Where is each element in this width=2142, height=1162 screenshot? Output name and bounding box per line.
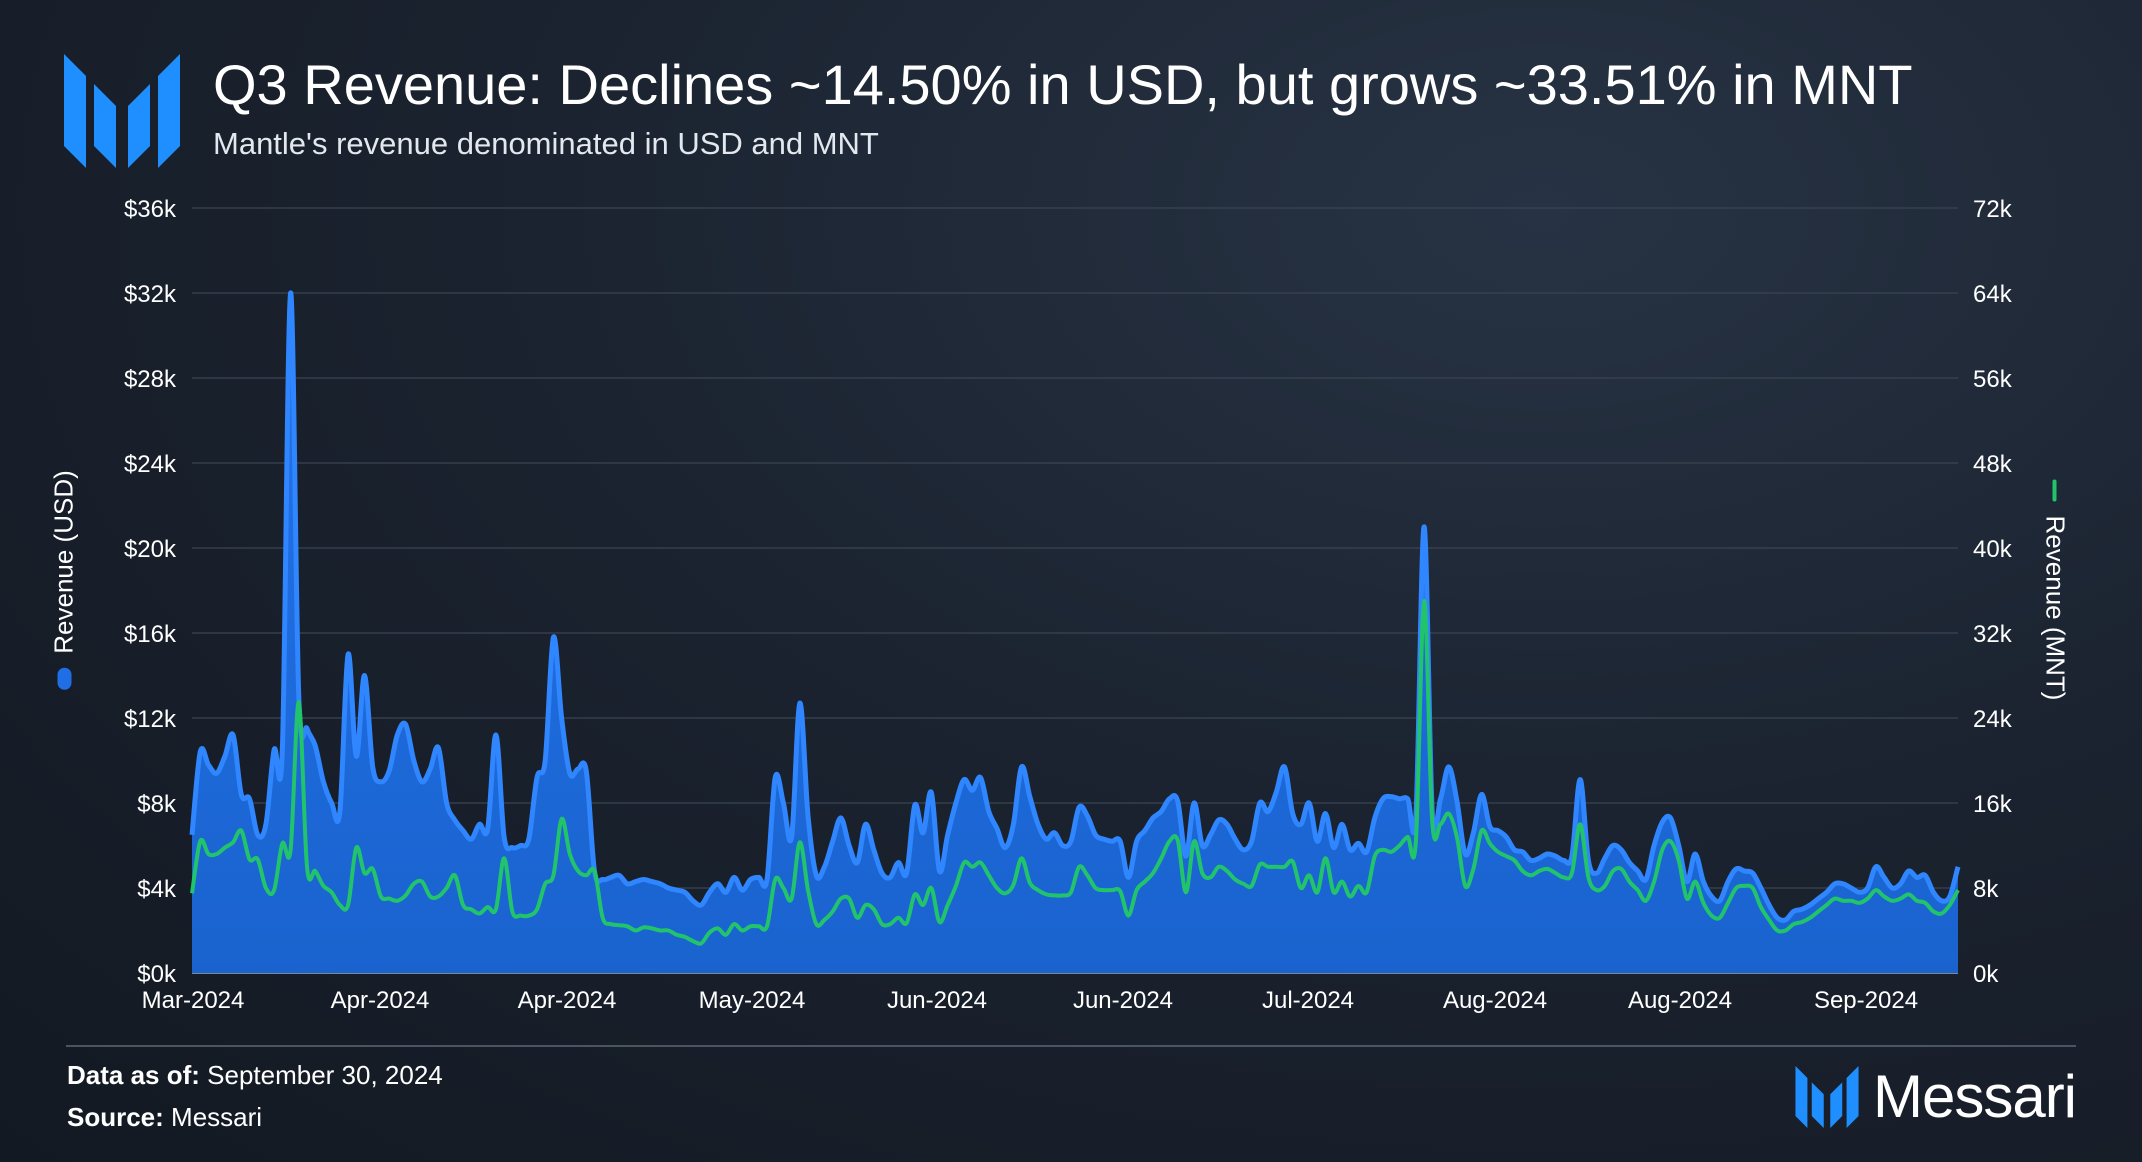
x-tick-label: Sep-2024 xyxy=(1814,987,1918,1014)
right-axis-ticks: 0k 8k 16k 24k 32k 40k 48k 56k 64k 72k xyxy=(1973,196,2013,988)
right-tick-label: 56k xyxy=(1973,366,2013,393)
brand-mark: Messari xyxy=(1795,1062,2077,1131)
x-tick-label: Apr-2024 xyxy=(331,987,430,1014)
footer-divider xyxy=(66,1045,2076,1047)
revenue-chart: $0k $4k $8k $12k $16k $20k $24k $28k $32k $36k 0k… xyxy=(124,196,2013,1014)
left-tick-label: $28k xyxy=(124,366,177,393)
left-tick-label: $36k xyxy=(124,196,177,223)
right-axis-title: Revenue (MNT) xyxy=(2040,479,2071,701)
x-tick-label: Jun-2024 xyxy=(1073,987,1173,1014)
source: Source: Messari xyxy=(67,1102,262,1133)
right-tick-label: 32k xyxy=(1973,621,2013,648)
x-tick-label: Aug-2024 xyxy=(1628,987,1732,1014)
left-tick-label: $24k xyxy=(124,451,177,478)
left-tick-label: $20k xyxy=(124,536,177,563)
source-label: Source: xyxy=(67,1102,164,1132)
mnt-revenue-line xyxy=(190,599,1960,946)
left-tick-label: $16k xyxy=(124,621,177,648)
messari-logo-icon xyxy=(64,54,180,168)
left-tick-label: $12k xyxy=(124,706,177,733)
x-axis-ticks: Mar-2024 Apr-2024 Apr-2024 May-2024 Jun-2024… xyxy=(142,987,1918,1014)
source-value: Messari xyxy=(163,1102,263,1132)
left-tick-label: $8k xyxy=(137,791,177,818)
right-tick-label: 24k xyxy=(1973,706,2013,733)
x-tick-label: Jul-2024 xyxy=(1262,987,1354,1014)
right-tick-label: 0k xyxy=(1973,961,1999,988)
page-subtitle: Mantle's revenue denominated in USD and … xyxy=(213,126,879,161)
usd-revenue-area xyxy=(192,292,1958,973)
left-axis-title: Revenue (USD) xyxy=(49,470,80,690)
brand-name: Messari xyxy=(1872,1063,2077,1130)
right-tick-label: 64k xyxy=(1973,281,2013,308)
right-axis-title-text: Revenue (MNT) xyxy=(2040,515,2071,701)
right-tick-label: 8k xyxy=(1973,876,1999,903)
x-tick-label: Aug-2024 xyxy=(1443,987,1547,1014)
left-tick-label: $4k xyxy=(137,876,177,903)
data-as-of-label: Data as of: xyxy=(67,1060,200,1090)
left-axis-ticks: $0k $4k $8k $12k $16k $20k $24k $28k $32k $36k xyxy=(124,196,177,988)
x-tick-label: Mar-2024 xyxy=(142,987,245,1014)
x-tick-label: Jun-2024 xyxy=(887,987,987,1014)
messari-small-logo-icon xyxy=(1795,1065,1859,1128)
mnt-legend-swatch xyxy=(2053,479,2057,502)
usd-revenue-line xyxy=(189,290,1961,923)
x-tick-label: Apr-2024 xyxy=(518,987,617,1014)
left-axis-title-text: Revenue (USD) xyxy=(48,470,79,654)
right-tick-label: 16k xyxy=(1973,791,2013,818)
right-tick-label: 40k xyxy=(1973,536,2013,563)
left-tick-label: $0k xyxy=(137,961,177,988)
right-tick-label: 48k xyxy=(1973,451,2013,478)
data-as-of-value: September 30, 2024 xyxy=(199,1060,443,1090)
right-tick-label: 72k xyxy=(1973,196,2013,223)
data-as-of: Data as of: September 30, 2024 xyxy=(67,1060,443,1091)
page-title: Q3 Revenue: Declines ~14.50% in USD, but… xyxy=(213,53,1913,116)
x-tick-label: May-2024 xyxy=(699,987,806,1014)
left-tick-label: $32k xyxy=(124,281,177,308)
usd-legend-swatch xyxy=(57,667,71,690)
